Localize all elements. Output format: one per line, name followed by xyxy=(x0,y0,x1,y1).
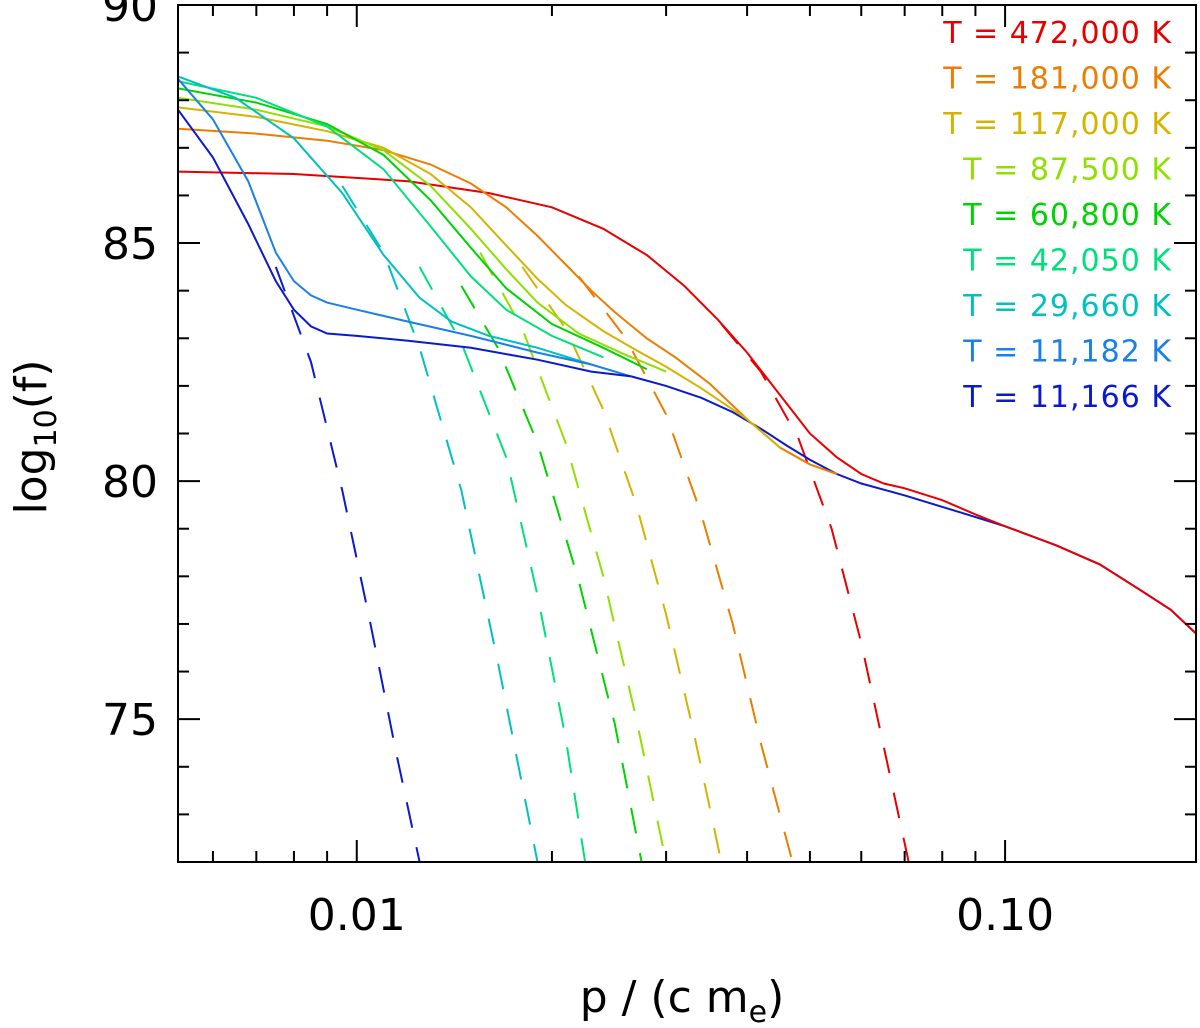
solid-curve-9 xyxy=(178,109,632,378)
dashed-curve-1 xyxy=(720,323,910,862)
curves-group xyxy=(178,75,1196,862)
solid-curve-5 xyxy=(178,87,648,371)
dashed-curve-7 xyxy=(341,185,539,862)
dashed-curve-4 xyxy=(479,252,668,862)
y-tick-label: 90 xyxy=(102,0,158,32)
x-axis-title-sub: e xyxy=(749,995,767,1023)
y-tick-label: 75 xyxy=(102,695,158,746)
legend-entry: T = 11,182 K xyxy=(962,335,1172,370)
y-tick-label: 85 xyxy=(102,219,158,270)
solid-curve-7 xyxy=(178,75,592,366)
legend-entry: T = 42,050 K xyxy=(962,244,1172,279)
solid-curve-1 xyxy=(178,170,1196,635)
y-axis-title-close: (f) xyxy=(6,359,57,409)
solid-curve-8 xyxy=(178,78,632,378)
y-axis-title: log10(f) xyxy=(6,359,64,514)
tick-labels-group: 0.01 0.10 75 80 85 90 xyxy=(102,0,1054,941)
ticks-group xyxy=(178,4,1196,862)
solid-curve-4 xyxy=(178,96,667,373)
legend-entry: T = 181,000 K xyxy=(942,62,1172,97)
dashed-curve-2 xyxy=(578,275,794,862)
y-axis-title-sub: 10 xyxy=(29,409,64,447)
x-axis-title-main: p / (c m xyxy=(580,972,749,1023)
legend-entry: T = 11,166 K xyxy=(962,380,1172,415)
legend-entry: T = 87,500 K xyxy=(962,153,1172,188)
legend-entry: T = 472,000 K xyxy=(942,16,1172,51)
x-axis-title: p / (c me) xyxy=(580,972,785,1023)
legend-entry: T = 29,660 K xyxy=(962,289,1172,324)
y-axis-title-main: log xyxy=(6,447,57,514)
dashed-curve-9 xyxy=(274,266,421,862)
legend-entry: T = 117,000 K xyxy=(942,107,1172,142)
dashed-curve-6 xyxy=(418,266,587,862)
solid-curve-6 xyxy=(178,80,604,359)
x-tick-label: 0.10 xyxy=(956,890,1054,941)
x-tick-label: 0.01 xyxy=(308,890,406,941)
solid-curve-3 xyxy=(178,106,781,449)
legend-entry: T = 60,800 K xyxy=(962,198,1172,233)
x-axis-title-close: ) xyxy=(767,972,784,1023)
legend: T = 472,000 K T = 181,000 K T = 117,000 K T… xyxy=(942,16,1172,415)
y-tick-label: 80 xyxy=(102,457,158,508)
